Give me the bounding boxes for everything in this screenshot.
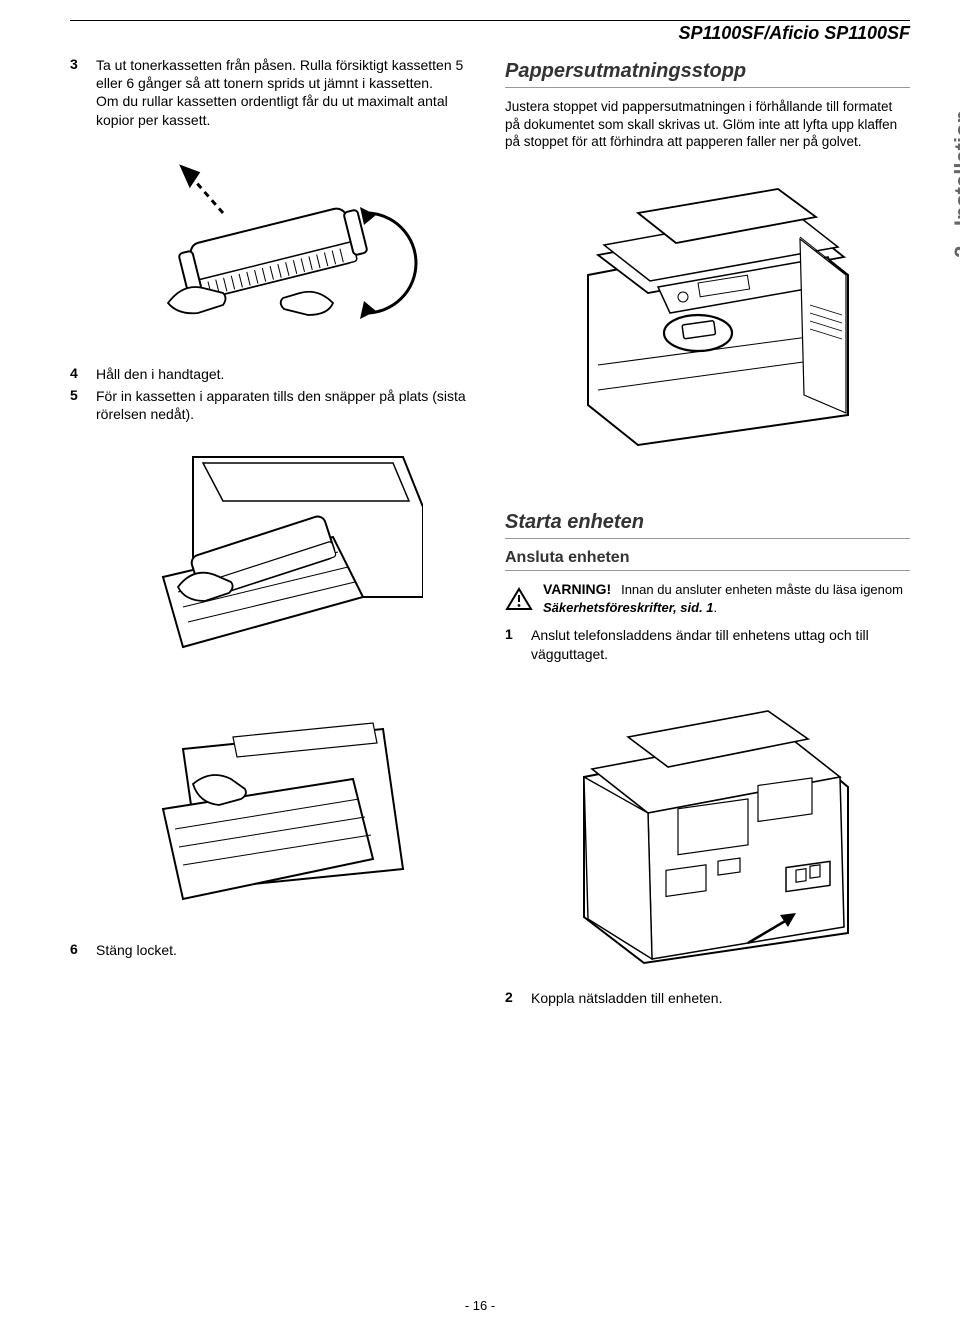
step-number: 6: [70, 941, 84, 959]
illustration-printer-back: [505, 677, 910, 967]
step-text: För in kassetten i apparaten tills den s…: [96, 387, 475, 423]
warning-text-post: .: [714, 600, 718, 615]
step-3-line1: Ta ut tonerkassetten från påsen. Rulla f…: [96, 57, 463, 91]
step-text: Stäng locket.: [96, 941, 475, 959]
illustration-printer-output: [505, 165, 910, 455]
section-heading-output-stop: Pappersutmatningsstopp: [505, 60, 910, 88]
step-number: 4: [70, 365, 84, 383]
subsection-heading-connect: Ansluta enheten: [505, 549, 910, 571]
step-number: 3: [70, 56, 84, 129]
connect-step-1: 1 Anslut telefonsladdens ändar till enhe…: [505, 626, 910, 662]
section-body-output-stop: Justera stoppet vid pappersutmatningen i…: [505, 98, 910, 151]
illustration-close-lid: [70, 689, 475, 919]
step-text: Ta ut tonerkassetten från påsen. Rulla f…: [96, 56, 475, 129]
section-heading-start-unit: Starta enheten: [505, 511, 910, 539]
warning-content: VARNING! Innan du ansluter enheten måste…: [543, 581, 910, 617]
step-5: 5 För in kassetten i apparaten tills den…: [70, 387, 475, 423]
step-number: 2: [505, 989, 519, 1007]
header-model: SP1100SF/Aficio SP1100SF: [70, 23, 910, 44]
illustration-toner-roll: [70, 143, 475, 343]
step-text: Anslut telefonsladdens ändar till enhete…: [531, 626, 910, 662]
right-column: Pappersutmatningsstopp Justera stoppet v…: [505, 56, 910, 1011]
step-3: 3 Ta ut tonerkassetten från påsen. Rulla…: [70, 56, 475, 129]
header-rule: [70, 20, 910, 21]
chapter-tab: 2 - Installation: [950, 110, 960, 258]
warning-label: VARNING!: [543, 581, 611, 597]
page-number: - 16 -: [0, 1298, 960, 1313]
step-4: 4 Håll den i handtaget.: [70, 365, 475, 383]
step-text: Koppla nätsladden till enheten.: [531, 989, 910, 1007]
illustration-insert-cassette: [70, 437, 475, 667]
connect-step-2: 2 Koppla nätsladden till enheten.: [505, 989, 910, 1007]
left-column: 3 Ta ut tonerkassetten från påsen. Rulla…: [70, 56, 475, 1011]
warning-text-em: Säkerhetsföreskrifter, sid. 1: [543, 600, 714, 615]
step-number: 1: [505, 626, 519, 662]
warning-triangle-icon: [505, 587, 533, 611]
warning-box: VARNING! Innan du ansluter enheten måste…: [505, 581, 910, 617]
step-text: Håll den i handtaget.: [96, 365, 475, 383]
step-3-line2: Om du rullar kassetten ordentligt får du…: [96, 93, 448, 127]
warning-text-pre: Innan du ansluter enheten måste du läsa …: [621, 582, 903, 597]
step-6: 6 Stäng locket.: [70, 941, 475, 959]
step-number: 5: [70, 387, 84, 423]
